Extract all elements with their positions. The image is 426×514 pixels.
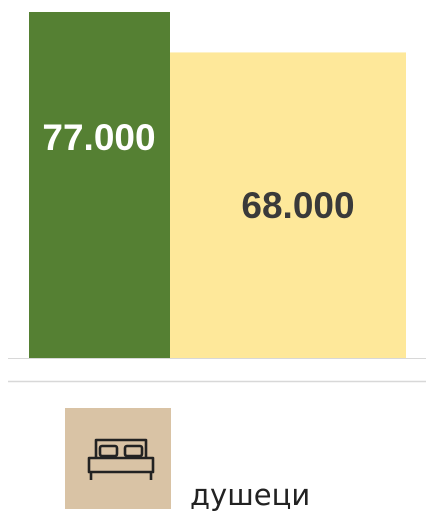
bar <box>29 12 170 358</box>
caption: душеци <box>190 478 311 512</box>
value-label: 77.000 <box>42 117 155 158</box>
value-label: 68.000 <box>241 185 354 226</box>
bed-icon <box>87 438 155 480</box>
bar <box>170 52 406 358</box>
